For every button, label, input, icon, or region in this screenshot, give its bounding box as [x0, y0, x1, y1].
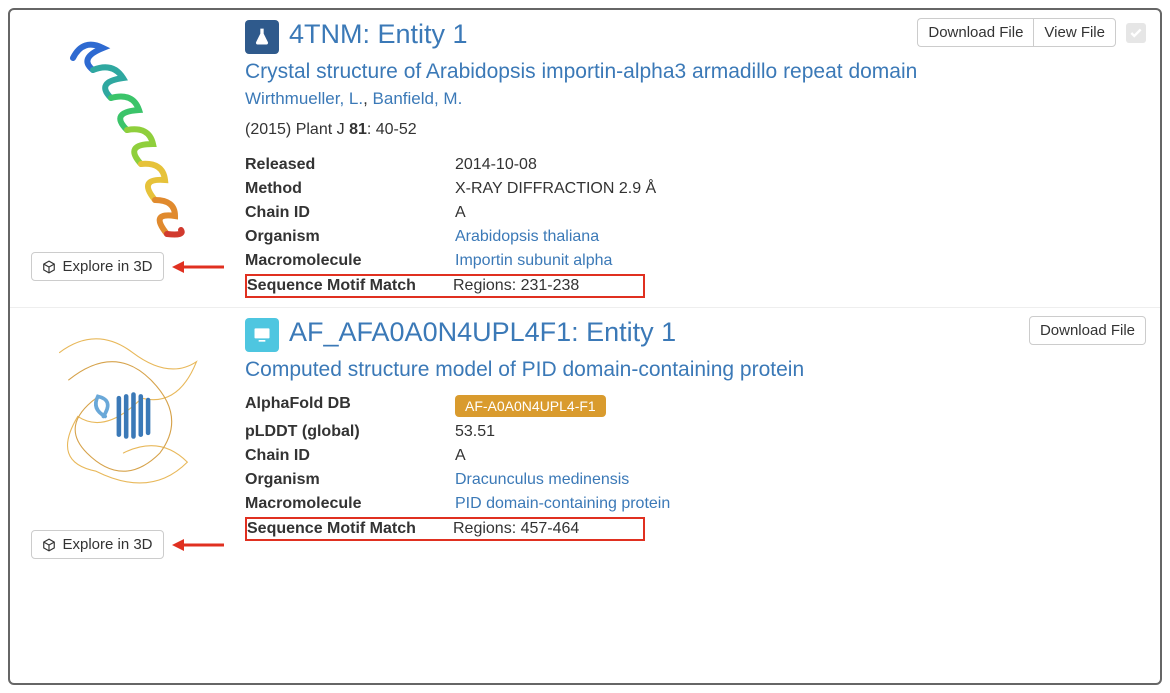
citation-volume: 81	[349, 121, 367, 138]
meta-label: Chain ID	[245, 447, 455, 465]
meta-label: Chain ID	[245, 204, 455, 222]
download-file-button[interactable]: Download File	[1029, 316, 1146, 345]
explore-3d-button[interactable]: Explore in 3D	[31, 530, 163, 559]
meta-label: Organism	[245, 471, 455, 489]
thumbnail-column: Explore in 3D	[30, 18, 225, 299]
meta-row-sequence-motif: Sequence Motif Match Regions: 231-238	[245, 274, 645, 298]
meta-row-macromolecule: Macromolecule PID domain-containing prot…	[245, 492, 1146, 516]
entry-title-link[interactable]: AF_AFA0A0N4UPL4F1: Entity 1	[289, 316, 676, 348]
explore-row: Explore in 3D	[31, 252, 223, 281]
meta-row-alphafold: AlphaFold DB AF-A0A0N4UPL4-F1	[245, 392, 1146, 420]
meta-label: Macromolecule	[245, 495, 455, 513]
computed-icon	[245, 318, 279, 352]
authors: Wirthmueller, L., Banfield, M.	[245, 89, 1146, 109]
meta-row-released: Released 2014-10-08	[245, 153, 1146, 177]
macromolecule-link[interactable]: PID domain-containing protein	[455, 495, 670, 513]
meta-row-organism: Organism Arabidopsis thaliana	[245, 225, 1146, 249]
result-entry: Explore in 3D AF_AFA0A0N4U	[10, 307, 1160, 567]
organism-link[interactable]: Dracunculus medinensis	[455, 471, 629, 489]
structure-thumbnail	[33, 18, 223, 248]
entry-subtitle[interactable]: Computed structure model of PID domain-c…	[245, 356, 1146, 383]
explore-3d-button[interactable]: Explore in 3D	[31, 252, 163, 281]
author-separator: ,	[363, 89, 372, 108]
thumbnail-column: Explore in 3D	[30, 316, 225, 559]
meta-label: Sequence Motif Match	[247, 277, 453, 295]
meta-row-macromolecule: Macromolecule Importin subunit alpha	[245, 249, 1146, 273]
meta-label: Method	[245, 180, 455, 198]
meta-row-chainid: Chain ID A	[245, 444, 1146, 468]
annotation-arrow-icon	[172, 259, 224, 275]
meta-value: AF-A0A0N4UPL4-F1	[455, 395, 606, 417]
explore-3d-label: Explore in 3D	[62, 536, 152, 553]
meta-row-sequence-motif: Sequence Motif Match Regions: 457-464	[245, 517, 645, 541]
download-file-button[interactable]: Download File	[917, 18, 1033, 47]
title-row: 4TNM: Entity 1 Download File View File	[245, 18, 1146, 54]
meta-row-method: Method X-RAY DIFFRACTION 2.9 Å	[245, 177, 1146, 201]
meta-row-chainid: Chain ID A	[245, 201, 1146, 225]
alphafold-badge[interactable]: AF-A0A0N4UPL4-F1	[455, 395, 606, 417]
view-file-button[interactable]: View File	[1033, 18, 1116, 47]
meta-value: A	[455, 447, 466, 465]
meta-label: pLDDT (global)	[245, 423, 455, 441]
info-column: AF_AFA0A0N4UPL4F1: Entity 1 Download Fil…	[245, 316, 1146, 559]
meta-label: AlphaFold DB	[245, 395, 455, 417]
explore-row: Explore in 3D	[31, 530, 223, 559]
meta-label: Released	[245, 156, 455, 174]
select-checkbox[interactable]	[1126, 23, 1146, 43]
title-row: AF_AFA0A0N4UPL4F1: Entity 1 Download Fil…	[245, 316, 1146, 352]
meta-value: X-RAY DIFFRACTION 2.9 Å	[455, 180, 656, 198]
author-link[interactable]: Wirthmueller, L.	[245, 89, 363, 108]
result-entry: Explore in 3D 4TNM: Entity 1	[10, 10, 1160, 307]
annotation-arrow-icon	[172, 537, 224, 553]
macromolecule-link[interactable]: Importin subunit alpha	[455, 252, 612, 270]
cube-icon	[42, 538, 56, 552]
citation-prefix: (2015) Plant J	[245, 121, 349, 138]
meta-table: AlphaFold DB AF-A0A0N4UPL4-F1 pLDDT (glo…	[245, 392, 1146, 541]
meta-value: 2014-10-08	[455, 156, 537, 174]
cube-icon	[42, 260, 56, 274]
organism-link[interactable]: Arabidopsis thaliana	[455, 228, 599, 246]
meta-value: A	[455, 204, 466, 222]
meta-row-organism: Organism Dracunculus medinensis	[245, 468, 1146, 492]
meta-value: Regions: 457-464	[453, 520, 639, 538]
meta-value: 53.51	[455, 423, 495, 441]
title-actions: Download File	[1029, 316, 1146, 345]
entry-title-link[interactable]: 4TNM: Entity 1	[289, 18, 468, 50]
title-actions: Download File View File	[917, 18, 1146, 47]
structure-thumbnail	[33, 316, 223, 526]
explore-3d-label: Explore in 3D	[62, 258, 152, 275]
results-panel: Explore in 3D 4TNM: Entity 1	[8, 8, 1162, 685]
entry-subtitle[interactable]: Crystal structure of Arabidopsis importi…	[245, 58, 1146, 85]
meta-label: Organism	[245, 228, 455, 246]
info-column: 4TNM: Entity 1 Download File View File C…	[245, 18, 1146, 299]
citation-suffix: : 40-52	[367, 121, 417, 138]
meta-label: Sequence Motif Match	[247, 520, 453, 538]
meta-label: Macromolecule	[245, 252, 455, 270]
experimental-icon	[245, 20, 279, 54]
meta-row-plddt: pLDDT (global) 53.51	[245, 420, 1146, 444]
meta-table: Released 2014-10-08 Method X-RAY DIFFRAC…	[245, 153, 1146, 298]
meta-value: Regions: 231-238	[453, 277, 639, 295]
author-link[interactable]: Banfield, M.	[373, 89, 463, 108]
citation: (2015) Plant J 81: 40-52	[245, 121, 1146, 139]
